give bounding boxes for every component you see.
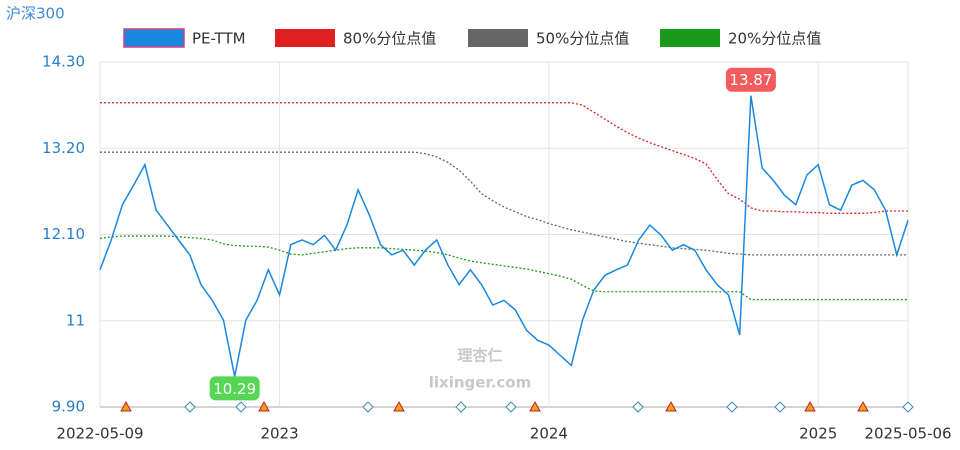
pe-line bbox=[99, 95, 909, 377]
event-triangle bbox=[857, 400, 869, 412]
y-tick-label: 9.90 bbox=[52, 398, 85, 416]
legend-swatch bbox=[660, 29, 720, 47]
event-diamond bbox=[726, 401, 738, 413]
percentile-line bbox=[100, 151, 908, 256]
watermark: 理杏仁 bbox=[457, 347, 502, 365]
grid: 理杏仁 lixinger.com bbox=[99, 61, 909, 408]
y-tick-label: 11 bbox=[66, 311, 85, 329]
y-tick-label: 14.30 bbox=[42, 53, 85, 71]
event-diamond bbox=[184, 401, 196, 413]
x-tick-label: 2025-05-06 bbox=[864, 425, 951, 443]
event-diamond bbox=[505, 401, 517, 413]
callout-box bbox=[209, 376, 260, 401]
legend-label: 20%分位点值 bbox=[728, 30, 821, 48]
x-tick-label: 2022-05-09 bbox=[56, 425, 143, 443]
legend-swatch bbox=[468, 29, 528, 47]
event-diamond bbox=[902, 401, 914, 413]
event-diamond bbox=[632, 401, 644, 413]
x-tick-label: 2023 bbox=[260, 425, 298, 443]
y-tick-label: 13.20 bbox=[42, 139, 85, 157]
event-triangle bbox=[120, 400, 132, 412]
event-triangle bbox=[393, 400, 405, 412]
legend-label: 50%分位点值 bbox=[536, 30, 629, 48]
event-triangle bbox=[529, 400, 541, 412]
event-diamond bbox=[235, 401, 247, 413]
legend-label: 80%分位点值 bbox=[343, 30, 436, 48]
event-diamond bbox=[362, 401, 374, 413]
percentile-line bbox=[99, 235, 908, 301]
legend-swatch bbox=[123, 28, 185, 48]
callout-label: 13.87 bbox=[729, 71, 772, 89]
x-tick-label: 2025 bbox=[799, 425, 837, 443]
event-triangle bbox=[258, 400, 270, 412]
event-triangle bbox=[665, 400, 677, 412]
x-tick-label: 2024 bbox=[530, 425, 568, 443]
y-tick-label: 12.10 bbox=[42, 225, 85, 243]
event-diamond bbox=[774, 401, 786, 413]
watermark: lixinger.com bbox=[429, 374, 531, 392]
event-triangle bbox=[804, 400, 816, 412]
event-markers bbox=[120, 400, 914, 413]
callout-label: 10.29 bbox=[213, 380, 256, 398]
event-diamond bbox=[455, 401, 467, 413]
callout-box bbox=[725, 67, 776, 92]
legend-swatch bbox=[275, 29, 335, 47]
event-diamonds bbox=[184, 401, 914, 413]
percentile-line bbox=[100, 102, 908, 214]
legend-label: PE-TTM bbox=[192, 30, 246, 48]
chart-title: 沪深300 bbox=[6, 5, 65, 23]
